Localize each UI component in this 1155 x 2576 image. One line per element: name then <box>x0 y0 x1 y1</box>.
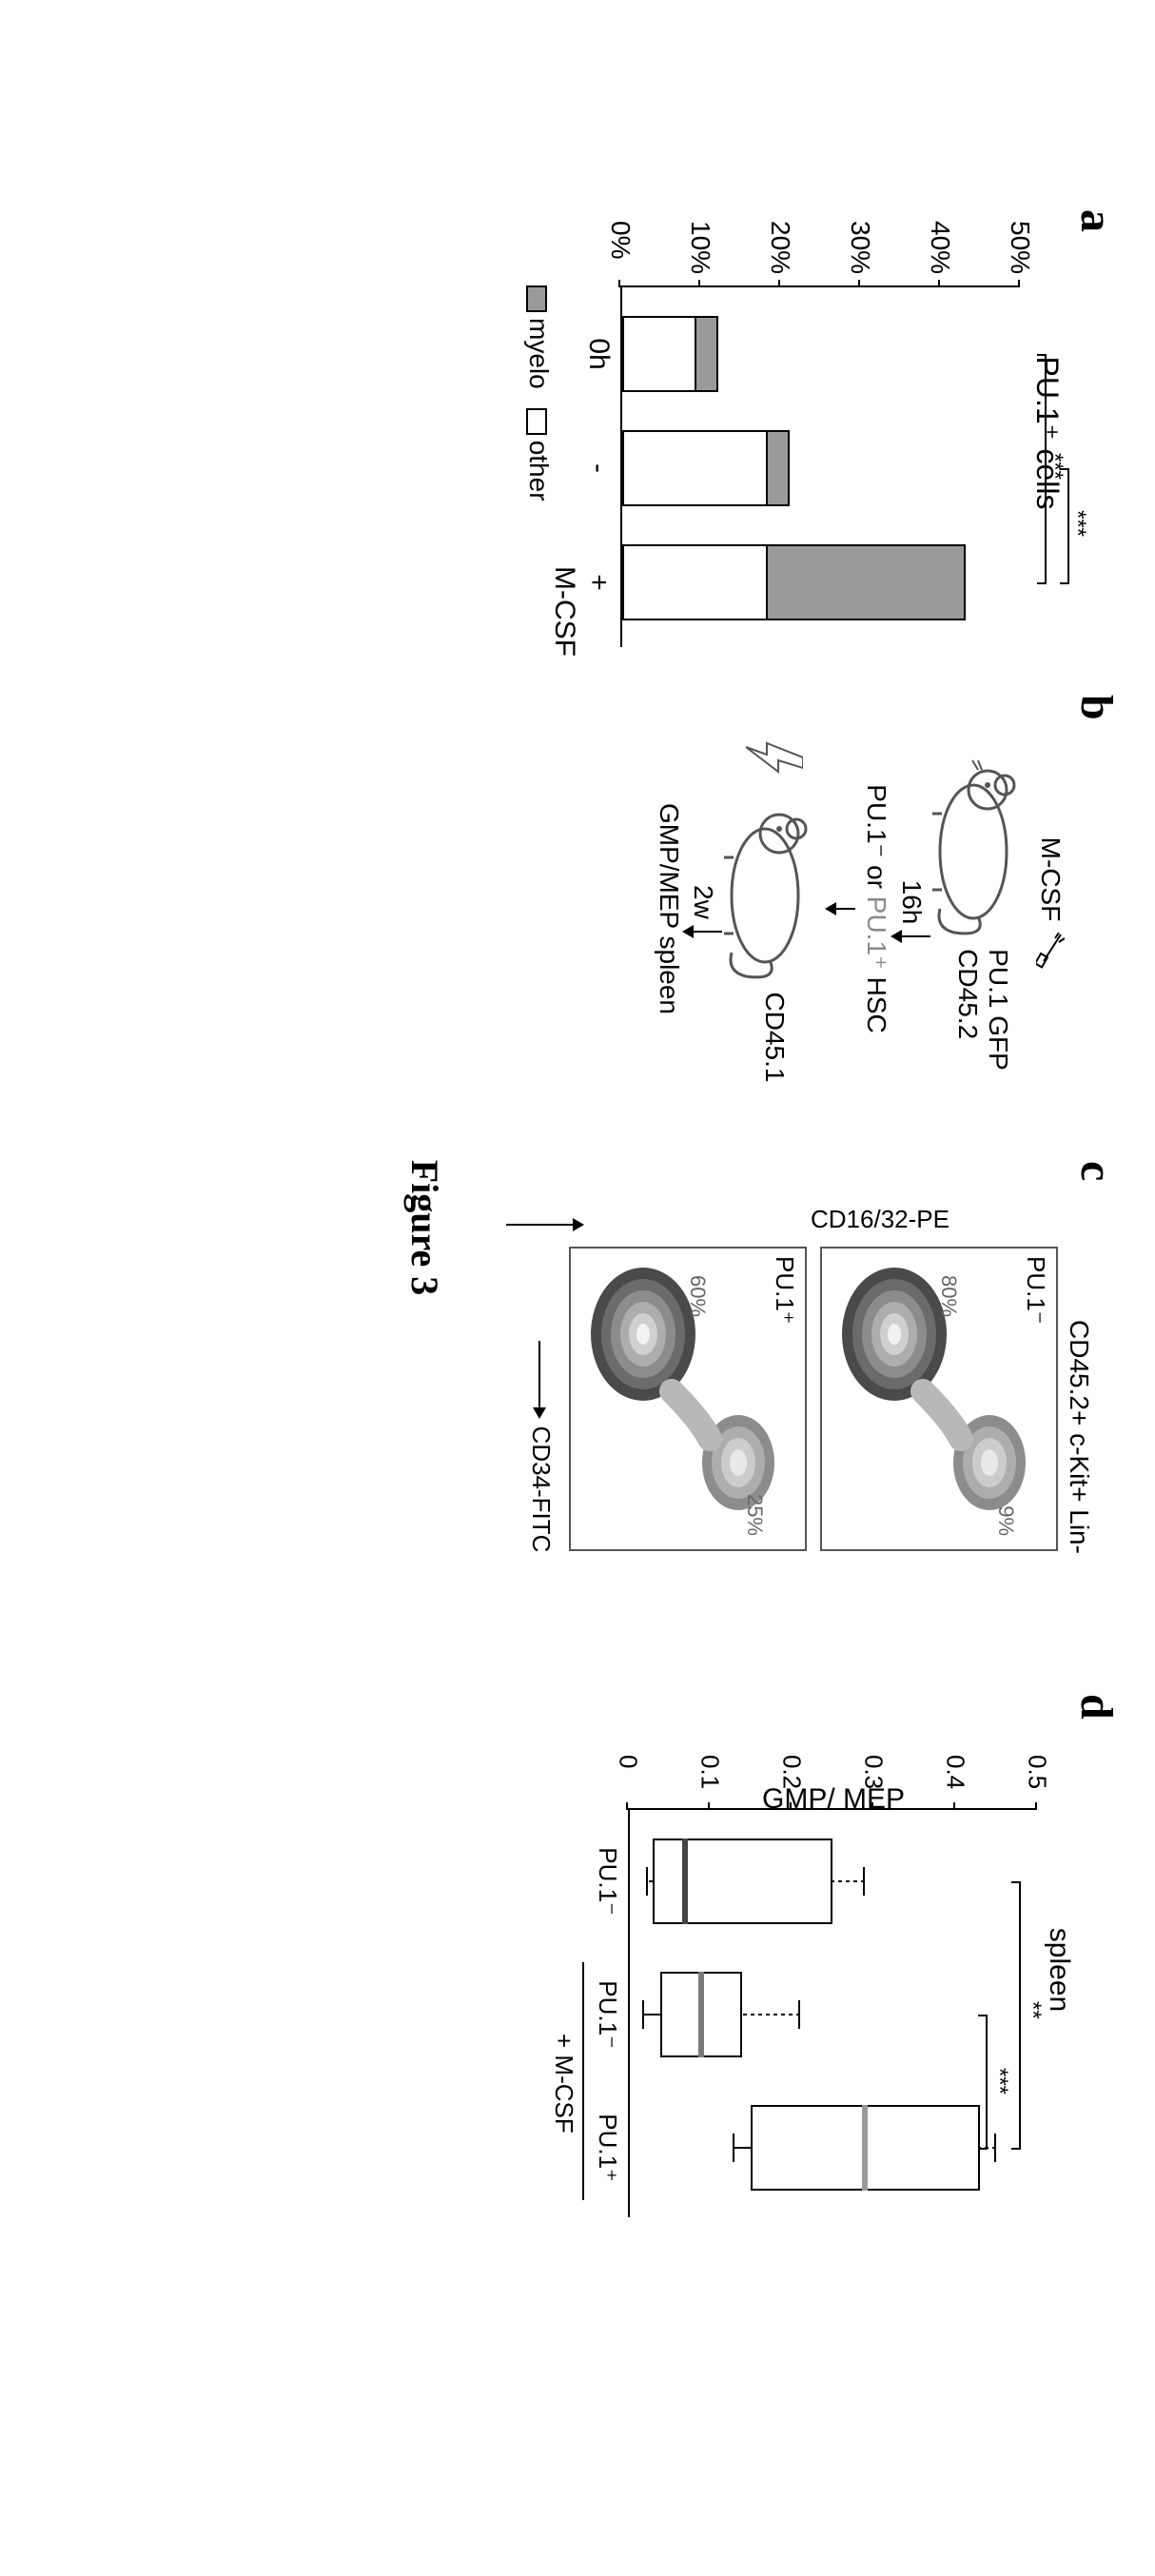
gmp-pct-label: 9% <box>993 1505 1018 1536</box>
arrow-right-icon <box>538 1341 540 1417</box>
arrow-down-icon <box>827 908 855 910</box>
box-plot-box <box>653 1839 832 1924</box>
panels-row: a PU.1⁺ cells M-CSF 0%10%20%30%40%50%0h-… <box>504 219 1113 2236</box>
figure-3: a PU.1⁺ cells M-CSF 0%10%20%30%40%50%0h-… <box>162 38 1113 2417</box>
y-tick-label: 0.4 <box>941 1755 970 1789</box>
step2-arrow: 2w <box>684 704 722 1113</box>
panel-d: d spleen GMP/ MEP 00.10.20.30.40.5PU.1⁻P… <box>504 1703 1113 2236</box>
figure-caption: Figure 3 <box>402 1160 447 1296</box>
arrow-up-icon <box>506 1224 582 1226</box>
sorted-suffix: HSC <box>862 970 891 1033</box>
box-x-label: PU.1⁺ <box>593 2091 622 2205</box>
sorted-or: or <box>862 857 891 895</box>
gmp-pct-label: 25% <box>742 1494 767 1536</box>
arrow-down-icon <box>892 935 930 937</box>
bar-segment-myelo <box>695 316 718 392</box>
mcsf-label: M-CSF <box>1035 837 1066 922</box>
irradiation-icon <box>746 736 803 779</box>
bar-x-label: - <box>582 430 615 506</box>
y-tick-label: 20% <box>765 221 795 274</box>
panel-c-y-axis-label: CD16/32-PE <box>811 1205 949 1234</box>
panel-letter-c: c <box>1070 1161 1123 1181</box>
y-tick-label: 40% <box>925 221 955 274</box>
bar-segment-myelo <box>766 430 790 506</box>
mep-pct-label: 60% <box>685 1275 710 1317</box>
legend-item: other <box>523 408 554 501</box>
panel-b: b M-CSF PU.1 GFP <box>523 704 1113 1113</box>
sorted-pos: PU.1⁺ <box>862 896 891 970</box>
box-plot-median <box>862 2105 868 2191</box>
bar-segment-other <box>622 430 766 506</box>
significance-marker: ** <box>1019 2001 1046 2019</box>
y-tick-label: 0.2 <box>777 1755 807 1789</box>
sorted-neg: PU.1⁻ <box>862 784 891 857</box>
panel-a: a PU.1⁺ cells M-CSF 0%10%20%30%40%50%0h-… <box>523 219 1113 647</box>
panel-letter-b: b <box>1070 695 1123 720</box>
bar-group: + <box>622 544 966 620</box>
y-tick-label: 0.3 <box>859 1755 889 1789</box>
bar-segment-other <box>622 544 766 620</box>
step1-arrow: 16h <box>892 704 930 1113</box>
y-tick-label: 50% <box>1005 221 1035 274</box>
box-x-label: PU.1⁻ <box>593 1957 622 2072</box>
panel-c-x-axis: CD34-FITC <box>526 1247 556 1646</box>
panel-c: c CD45.2+ c-Kit+ Lin- CD16/32-PE PU.1⁻80… <box>504 1170 1113 1646</box>
mouse-icon-recipient <box>722 791 827 981</box>
donor-label-2: CD45.2 <box>952 949 983 1071</box>
panel-letter-d: d <box>1070 1694 1123 1720</box>
mep-pct-label: 80% <box>936 1275 961 1317</box>
bar-group: 0h <box>622 316 718 392</box>
box-x-label: PU.1⁻ <box>593 1824 622 1938</box>
y-tick-label: 0.5 <box>1023 1755 1052 1789</box>
mouse-icon-donor <box>930 747 1035 937</box>
panel-d-plot: GMP/ MEP 00.10.20.30.40.5PU.1⁻PU.1⁻PU.1⁺… <box>628 1808 1037 2217</box>
sorted-hsc-label: PU.1⁻ or PU.1⁺ HSC <box>861 704 892 1113</box>
step2-arrow-top <box>827 704 855 1113</box>
bar-x-label: 0h <box>582 316 615 392</box>
box-plot-median <box>698 1972 704 2057</box>
step1-time: 16h <box>896 880 927 925</box>
recipient-label: CD45.1 <box>759 993 790 1083</box>
step2-time: 2w <box>688 885 718 919</box>
y-tick-label: 10% <box>685 221 715 274</box>
bar-group: - <box>622 430 790 506</box>
legend-item: myelo <box>523 285 554 389</box>
readout-label: GMP/MEP spleen <box>654 704 684 1113</box>
y-tick-label: 30% <box>845 221 875 274</box>
facs-contour-plot: PU.1⁺60%25% <box>569 1247 807 1551</box>
mcsf-injection-row: M-CSF <box>1035 704 1066 1113</box>
y-tick-label: 0% <box>605 221 636 259</box>
y-tick-label: 0 <box>614 1755 643 1768</box>
panel-a-xaxis-label: M-CSF <box>548 566 580 657</box>
panel-c-x-axis-label: CD34-FITC <box>527 1426 556 1553</box>
panel-a-plot: M-CSF 0%10%20%30%40%50%0h-+****** <box>620 285 1020 647</box>
syringe-icon <box>1036 933 1065 980</box>
donor-label-1: PU.1 GFP <box>983 949 1013 1071</box>
facs-contour-plot: PU.1⁻80%9% <box>820 1247 1058 1551</box>
significance-marker: *** <box>986 2068 1012 2094</box>
bar-segment-myelo <box>766 544 966 620</box>
significance-marker: *** <box>1064 510 1090 537</box>
arrow-down-icon <box>684 931 722 933</box>
mouse-1-row: PU.1 GFP CD45.2 <box>930 704 1035 1113</box>
group-label-mcsf: + M-CSF <box>549 2034 578 2134</box>
box-plot-median <box>682 1839 688 1924</box>
bar-segment-other <box>622 316 695 392</box>
mouse-2-row: CD45.1 <box>722 704 827 1113</box>
y-tick-label: 0.1 <box>695 1755 725 1789</box>
bar-x-label: + <box>582 544 615 620</box>
significance-marker: *** <box>1041 453 1067 480</box>
panel-letter-a: a <box>1070 209 1123 232</box>
panel-c-title: CD45.2+ c-Kit+ Lin- <box>1064 1228 1094 1646</box>
